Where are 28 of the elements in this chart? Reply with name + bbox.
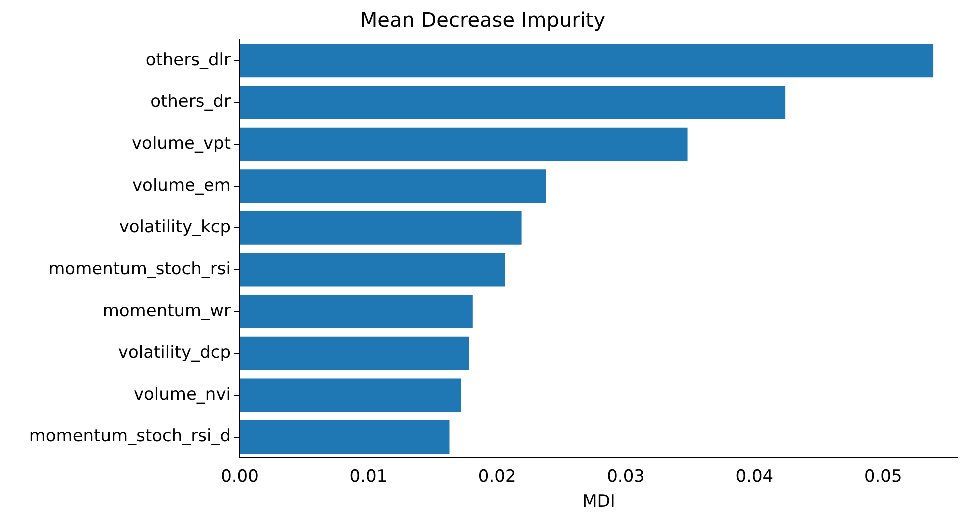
x-tick-label: 0.02 bbox=[478, 466, 516, 487]
x-tick-label: 0.00 bbox=[221, 466, 259, 487]
x-tick-label: 0.01 bbox=[350, 466, 388, 487]
y-tick-label: volume_nvi bbox=[134, 384, 231, 405]
y-tick-label: volume_em bbox=[132, 176, 231, 196]
x-tick-label: 0.04 bbox=[736, 466, 774, 487]
bar bbox=[240, 86, 786, 120]
y-tick-label: momentum_stoch_rsi bbox=[48, 259, 231, 280]
x-tick-label: 0.03 bbox=[607, 466, 645, 487]
y-tick-label: volatility_dcp bbox=[118, 343, 231, 364]
bar bbox=[240, 253, 506, 287]
y-tick-label: others_dr bbox=[150, 92, 231, 112]
y-tick-label: volatility_kcp bbox=[119, 218, 231, 238]
bar bbox=[240, 378, 462, 412]
x-tick-label: 0.05 bbox=[864, 466, 902, 487]
y-tick-label: others_dlr bbox=[146, 50, 232, 70]
x-axis-title: MDI bbox=[582, 492, 616, 512]
chart-title: Mean Decrease Impurity bbox=[360, 8, 606, 32]
bar bbox=[240, 420, 450, 454]
bar bbox=[240, 211, 522, 245]
y-tick-label: momentum_stoch_rsi_d bbox=[29, 426, 231, 447]
y-tick-label: momentum_wr bbox=[102, 301, 231, 322]
bar bbox=[240, 128, 688, 162]
bar bbox=[240, 295, 473, 329]
y-tick-label: volume_vpt bbox=[132, 134, 232, 154]
bar bbox=[240, 44, 934, 78]
bar bbox=[240, 170, 546, 204]
bar bbox=[240, 336, 470, 370]
